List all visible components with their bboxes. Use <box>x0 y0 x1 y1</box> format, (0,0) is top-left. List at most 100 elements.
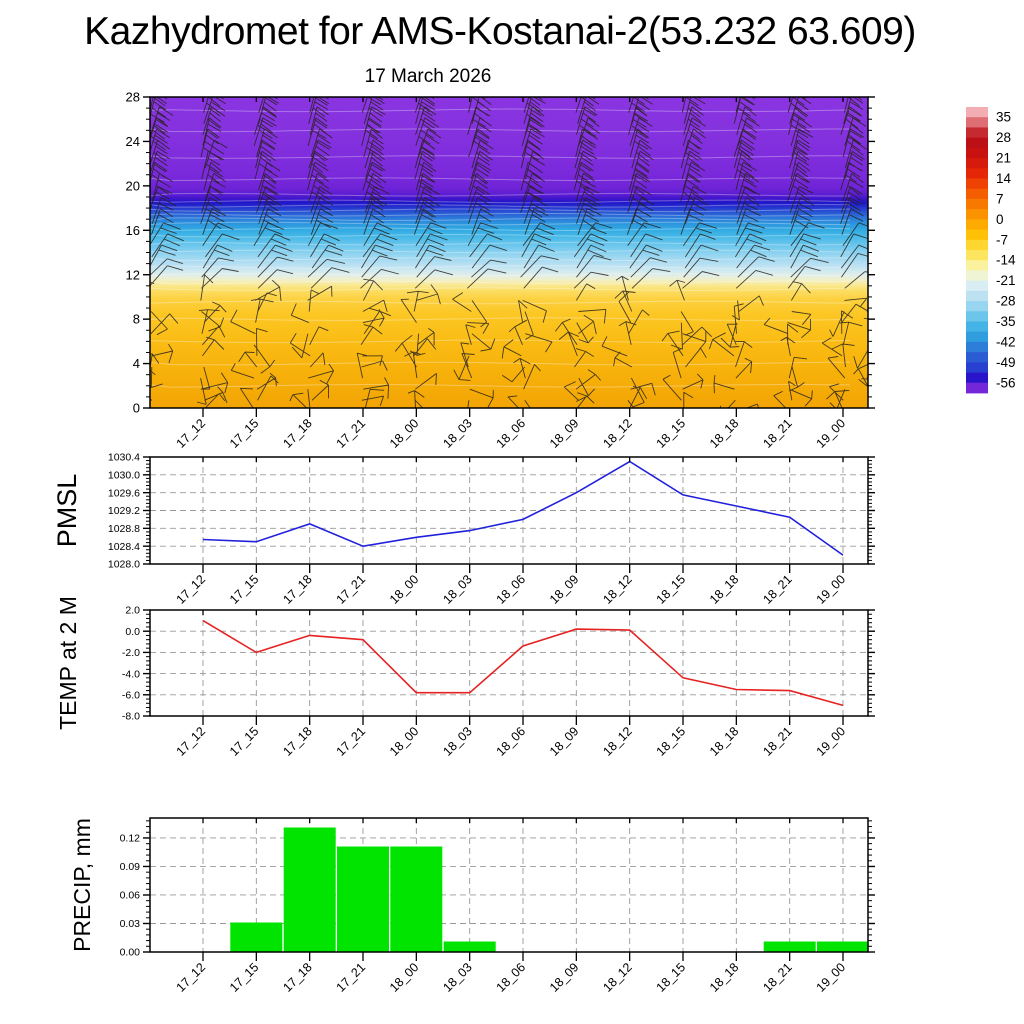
x-tick-label: 18_18 <box>707 572 742 607</box>
colorbar-tick-label: 21 <box>996 151 1011 166</box>
colorbar-tick-label: -42 <box>996 334 1016 349</box>
y-tick-label: 1030.4 <box>108 452 140 464</box>
x-tick-label: 18_12 <box>600 960 635 995</box>
y-tick-label: -6.0 <box>122 689 140 701</box>
x-tick-label: 18_00 <box>387 572 422 607</box>
colorbar: 35 28 21 14 7 0 -7 -14 -21 -28 -35 -42 -49 -56 <box>966 107 1016 394</box>
precip-panel: 0.00 0.03 0.06 0.09 0.12 17_12 17_15 17_18 17_21… <box>69 817 875 995</box>
y-tick-label: 0.06 <box>120 890 141 902</box>
x-tick-label: 18_09 <box>547 960 582 995</box>
x-tick-label: 18_12 <box>600 724 635 759</box>
x-tick-labels: 17_12 17_15 17_18 17_21 18_00 18_03 18_06 18_09… <box>174 724 849 759</box>
y-tick-label: 1030.0 <box>108 470 140 482</box>
x-tick-label: 19_00 <box>814 960 849 995</box>
x-tick-label: 18_00 <box>387 724 422 759</box>
x-tick-label: 17_15 <box>227 724 262 759</box>
x-tick-label: 19_00 <box>814 724 849 759</box>
y-tick-label: -8.0 <box>122 711 140 723</box>
y-tick-label: -2.0 <box>122 647 140 659</box>
x-tick-label: 18_21 <box>760 572 795 607</box>
x-tick-label: 18_03 <box>440 724 475 759</box>
x-tick-labels: 17_12 17_15 17_18 17_21 18_00 18_03 18_06 18_09… <box>174 416 849 451</box>
x-tick-label: 18_15 <box>654 572 689 607</box>
x-tick-label: 18_03 <box>440 960 475 995</box>
y-tick-label: 24 <box>126 134 140 149</box>
x-tick-label: 18_09 <box>547 724 582 759</box>
x-tick-label: 18_12 <box>600 572 635 607</box>
x-tick-label: 17_21 <box>334 724 369 759</box>
temp-2m-panel: -8.0-6.0-4.0-2.00.02.017_12 17_15 17_18 17_… <box>55 596 875 759</box>
x-tick-labels: 17_12 17_15 17_18 17_21 18_00 18_03 18_06 18_09… <box>174 572 849 607</box>
y-tick-label: 28 <box>126 90 140 105</box>
y-tick-label: 0.12 <box>120 833 141 845</box>
colorbar-tick-label: -7 <box>996 232 1008 247</box>
colorbar-tick-label: -28 <box>996 294 1016 309</box>
x-tick-label: 17_21 <box>334 572 369 607</box>
y-tick-label: 1029.6 <box>108 487 140 499</box>
x-tick-label: 18_18 <box>707 960 742 995</box>
x-tick-label: 18_15 <box>654 960 689 995</box>
colorbar-tick-label: 28 <box>996 130 1011 145</box>
y-tick-label: 16 <box>126 223 140 238</box>
y-tick-label: -4.0 <box>122 668 140 680</box>
colorbar-tick-label: -35 <box>996 314 1016 329</box>
x-tick-label: 18_15 <box>654 724 689 759</box>
bars <box>230 827 868 952</box>
y-tick-label: 0.09 <box>120 861 141 873</box>
gridlines <box>150 457 868 564</box>
x-tick-label: 18_06 <box>494 960 529 995</box>
contour-lines <box>150 108 851 388</box>
x-tick-label: 17_12 <box>174 960 209 995</box>
colorbar-tick-label: 14 <box>996 171 1012 186</box>
gridlines <box>150 610 868 716</box>
y-tick-label: 12 <box>126 267 140 282</box>
x-tick-label: 18_18 <box>707 724 742 759</box>
cross-section-panel: 0 4 8 12 16 20 24 28 17_12 17_15 17_18 17_21 18_00 18… <box>126 90 875 451</box>
x-tick-label: 17_15 <box>227 572 262 607</box>
x-tick-label: 17_18 <box>280 416 315 451</box>
x-tick-label: 18_00 <box>387 416 422 451</box>
x-tick-label: 17_12 <box>174 572 209 607</box>
colorbar-tick-label: 0 <box>996 212 1004 227</box>
panel-ylabel: TEMP at 2 M <box>55 596 81 730</box>
colorbar-tick-label: -14 <box>996 253 1016 268</box>
x-tick-label: 18_06 <box>494 572 529 607</box>
x-tick-label: 18_09 <box>547 416 582 451</box>
y-tick-label: 0 <box>133 401 140 416</box>
precip-bar <box>337 846 389 952</box>
x-tick-label: 17_18 <box>280 572 315 607</box>
precip-bar <box>763 941 816 952</box>
pmsl-line <box>202 460 844 556</box>
y-tick-label: 0.00 <box>120 947 141 959</box>
x-tick-labels: 17_12 17_15 17_18 17_21 18_00 18_03 18_06 18_09… <box>174 960 849 995</box>
temp_2m-line <box>202 619 844 707</box>
x-tick-label: 18_03 <box>440 572 475 607</box>
y-tick-label: 8 <box>133 312 140 327</box>
y-tick-label: 0.03 <box>120 918 141 930</box>
colorbar-tick-label: -49 <box>996 355 1016 370</box>
x-tick-label: 18_12 <box>600 416 635 451</box>
x-tick-label: 17_12 <box>174 724 209 759</box>
x-tick-label: 18_21 <box>760 724 795 759</box>
panel-ylabel: PMSL <box>52 474 82 548</box>
colorbar-tick-label: -21 <box>996 273 1016 288</box>
panel-ylabel: PRECIP, mm <box>69 818 95 952</box>
x-tick-label: 17_12 <box>174 416 209 451</box>
colorbar-tick-label: -56 <box>996 375 1016 390</box>
x-tick-label: 17_18 <box>280 724 315 759</box>
precip-bar <box>443 941 496 952</box>
colorbar-tick-label: 7 <box>996 191 1004 206</box>
precip-bar <box>390 846 443 952</box>
pmsl-panel: 1028.0 1028.4 1028.8 1029.2 1029.6 1030.0 1030… <box>52 452 875 607</box>
y-tick-label: 1029.2 <box>108 505 140 517</box>
x-tick-label: 18_18 <box>707 416 742 451</box>
y-tick-label: 1028.8 <box>108 523 140 535</box>
precip-bar <box>283 827 336 952</box>
y-tick-label: 1028.4 <box>108 541 140 553</box>
y-tick-label: 20 <box>126 178 140 193</box>
y-tick-label: 4 <box>133 356 140 371</box>
wind-barbs <box>150 97 868 408</box>
x-tick-label: 18_03 <box>440 416 475 451</box>
